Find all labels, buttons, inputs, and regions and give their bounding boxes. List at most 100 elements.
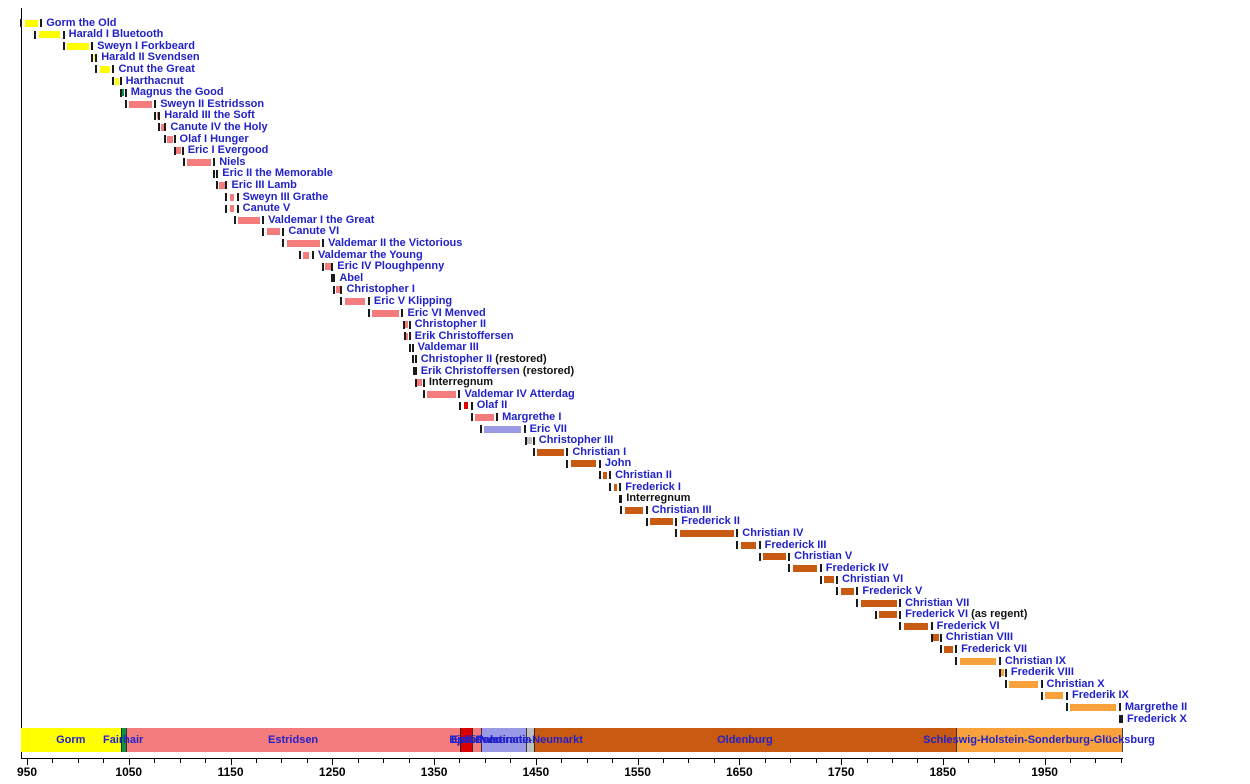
monarch-start-tick	[20, 19, 22, 27]
monarch-start-tick	[1065, 703, 1068, 712]
monarch-label: Christian V	[794, 551, 852, 562]
x-axis-minor-tick	[510, 759, 512, 763]
monarch-label: Christian VI	[842, 574, 903, 585]
monarch-reign-bar	[122, 89, 125, 97]
monarch-label: Valdemar the Young	[318, 249, 423, 261]
monarch-reign-bar	[176, 147, 182, 155]
monarch-start-tick	[598, 471, 601, 480]
x-axis-tick-label: 1650	[725, 765, 753, 779]
monarch-start-tick	[1004, 680, 1007, 689]
monarch-label: Cnut the Great	[118, 62, 195, 75]
x-axis-major-tick	[434, 759, 436, 765]
monarch-reign-bar	[187, 158, 211, 166]
monarch-reign-bar	[229, 205, 235, 213]
monarch-name: Frederick IV	[825, 561, 889, 574]
x-axis-tick-label: 1850	[929, 765, 957, 779]
monarch-reign-bar	[229, 193, 235, 201]
monarch-end-tick	[532, 436, 535, 445]
monarch-reign-bar	[824, 576, 834, 584]
dynasty-label: Estridsen	[268, 734, 319, 746]
monarch-label: Christopher II	[415, 319, 487, 330]
monarch-reign-bar	[1070, 703, 1117, 711]
x-axis-minor-tick	[1070, 759, 1072, 763]
monarch-start-tick	[213, 169, 216, 178]
monarch-name: Christian II	[615, 468, 672, 481]
monarch-name: Christian VII	[905, 596, 970, 609]
monarch-start-tick	[899, 622, 902, 631]
monarch-end-tick	[124, 88, 127, 97]
monarch-label: Erik Christoffersen	[415, 330, 514, 342]
monarch-name: Christopher I	[346, 283, 415, 296]
x-axis-minor-tick	[586, 759, 588, 763]
monarch-start-tick	[262, 227, 265, 236]
monarch-reign-bar	[1045, 692, 1064, 700]
monarch-start-tick	[939, 645, 942, 654]
monarch-name: John	[604, 457, 632, 470]
dynasty-segment	[125, 728, 461, 752]
monarch-start-tick	[95, 65, 98, 74]
monarch-name: Margrethe I	[502, 410, 562, 423]
monarch-start-tick	[411, 355, 414, 364]
x-axis-tick-label: 1450	[522, 765, 550, 779]
monarch-label: Sweyn III Grathe	[243, 191, 329, 203]
monarch-start-tick	[340, 297, 343, 306]
x-axis-minor-tick	[77, 759, 79, 763]
monarch-name: Cnut the Great	[118, 62, 195, 75]
monarch-start-tick	[91, 53, 94, 62]
monarch-label: Christian I	[572, 446, 626, 458]
monarch-reign-bar	[344, 297, 366, 305]
monarch-end-tick	[899, 610, 902, 619]
monarch-label: Valdemar I the Great	[268, 214, 374, 226]
monarch-end-tick	[566, 448, 569, 457]
monarch-label: Olaf I Hunger	[180, 133, 249, 145]
monarch-end-tick	[788, 552, 791, 561]
x-axis-major-tick	[942, 759, 944, 765]
monarch-label: Harthacnut	[126, 75, 184, 87]
monarch-label: Frederick IV	[825, 561, 889, 574]
monarch-end-tick	[91, 42, 94, 51]
monarch-reign-bar	[266, 228, 280, 236]
x-axis-major-tick	[739, 759, 741, 765]
x-axis-minor-tick	[713, 759, 715, 763]
monarch-start-tick	[675, 529, 678, 538]
monarch-reign-bar	[1009, 680, 1039, 688]
monarch-start-tick	[112, 77, 115, 85]
monarch-end-tick	[154, 100, 157, 109]
monarch-reign-bar	[324, 263, 331, 271]
x-axis-tick-label: 1550	[624, 765, 651, 779]
monarch-label: Frederick VII	[961, 643, 1027, 655]
x-axis-minor-tick	[993, 759, 995, 763]
x-axis-minor-tick	[1019, 759, 1021, 763]
x-axis-minor-tick	[866, 759, 868, 763]
monarch-end-tick	[1004, 668, 1007, 677]
x-axis-tick-label: 1350	[420, 765, 448, 779]
monarch-reign-bar	[114, 77, 120, 85]
monarch-start-tick	[645, 517, 648, 526]
x-axis-minor-tick	[281, 759, 283, 763]
monarch-end-tick	[164, 123, 167, 132]
monarch-end-tick	[331, 262, 334, 271]
monarch-label: Frederik VIII	[1011, 667, 1074, 678]
monarch-start-tick	[524, 436, 527, 445]
monarch-name: Frederick III	[764, 538, 827, 551]
monarch-label: Canute V	[243, 203, 291, 214]
monarch-name: Christian V	[794, 550, 853, 563]
x-axis-minor-tick	[561, 759, 563, 763]
monarch-end-tick	[282, 227, 285, 236]
monarch-start-tick	[34, 30, 37, 39]
monarch-reign-bar	[238, 216, 260, 224]
monarch-label: Abel	[339, 272, 363, 284]
monarch-reign-bar	[792, 564, 818, 572]
monarch-label: Christian VIII	[946, 632, 1013, 643]
x-axis-minor-tick	[103, 759, 105, 763]
monarch-end-tick	[322, 239, 325, 248]
monarch-end-tick	[609, 471, 612, 480]
x-axis-tick-label: 950	[16, 765, 38, 779]
monarch-name: Christian IV	[742, 526, 804, 539]
monarch-name: Magnus the Good	[130, 86, 224, 99]
monarch-name: Eric II the Memorable	[222, 167, 333, 180]
monarch-name: Christian IX	[1004, 654, 1066, 667]
monarch-label: Eric V Klipping	[374, 295, 452, 307]
monarch-reign-bar	[537, 448, 564, 456]
